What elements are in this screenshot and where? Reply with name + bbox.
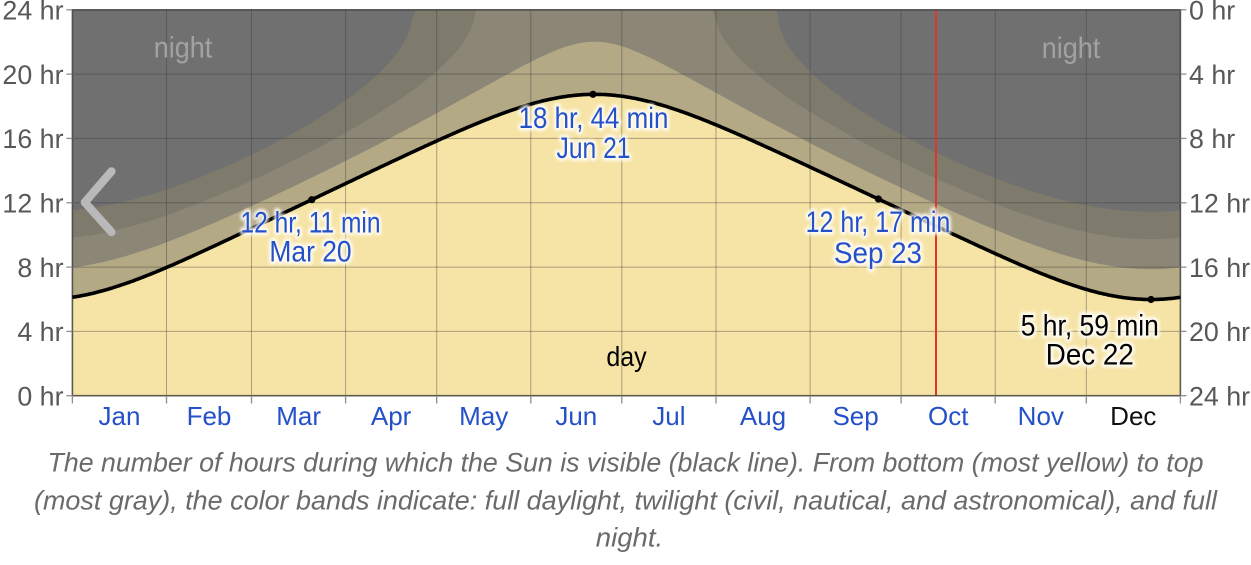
svg-text:16 hr: 16 hr [1189, 253, 1250, 283]
svg-text:(most gray), the color bands i: (most gray), the color bands indicate: f… [34, 486, 1218, 516]
svg-text:Feb: Feb [187, 401, 232, 431]
svg-text:day: day [606, 341, 647, 372]
svg-text:12 hr, 17 min: 12 hr, 17 min [806, 206, 951, 239]
svg-text:Jan: Jan [99, 401, 141, 431]
svg-text:Mar 20: Mar 20 [269, 235, 351, 268]
svg-text:Mar: Mar [276, 401, 321, 431]
svg-text:0 hr: 0 hr [17, 381, 63, 411]
svg-text:Sep: Sep [832, 401, 878, 431]
svg-text:May: May [459, 401, 508, 431]
svg-text:18 hr, 44 min: 18 hr, 44 min [519, 102, 669, 135]
svg-text:12 hr: 12 hr [2, 188, 63, 218]
svg-text:24 hr: 24 hr [2, 0, 63, 26]
svg-text:4 hr: 4 hr [1189, 60, 1235, 90]
svg-text:5 hr, 59 min: 5 hr, 59 min [1021, 310, 1159, 343]
svg-text:night: night [1042, 32, 1101, 65]
svg-text:Mar 20: Mar 20 [269, 235, 351, 268]
svg-text:20 hr: 20 hr [2, 60, 63, 90]
svg-text:Dec 22: Dec 22 [1046, 339, 1134, 372]
svg-text:12 hr, 11 min: 12 hr, 11 min [241, 207, 381, 240]
svg-text:8 hr: 8 hr [17, 253, 63, 283]
svg-text:Aug: Aug [740, 401, 786, 431]
svg-text:4 hr: 4 hr [17, 317, 63, 347]
svg-text:16 hr: 16 hr [2, 124, 63, 154]
svg-text:Jun: Jun [555, 401, 597, 431]
svg-text:night: night [154, 31, 213, 64]
svg-text:20 hr: 20 hr [1189, 317, 1250, 347]
svg-text:Dec: Dec [1110, 401, 1156, 431]
svg-text:8 hr: 8 hr [1189, 124, 1235, 154]
svg-text:The number of hours during whi: The number of hours during which the Sun… [48, 448, 1204, 478]
svg-text:12 hr, 17 min: 12 hr, 17 min [806, 206, 951, 239]
svg-text:5 hr, 59 min: 5 hr, 59 min [1021, 310, 1159, 343]
svg-text:Jun 21: Jun 21 [557, 132, 631, 165]
svg-text:Jul: Jul [652, 401, 685, 431]
svg-text:Dec 22: Dec 22 [1046, 339, 1134, 372]
svg-text:Apr: Apr [371, 401, 412, 431]
svg-text:Oct: Oct [928, 401, 969, 431]
svg-text:Nov: Nov [1018, 401, 1064, 431]
svg-text:12 hr: 12 hr [1189, 188, 1250, 218]
svg-text:0 hr: 0 hr [1189, 0, 1235, 26]
svg-text:Sep 23: Sep 23 [834, 237, 922, 270]
svg-text:24 hr: 24 hr [1189, 381, 1250, 411]
svg-text:Sep 23: Sep 23 [834, 237, 922, 270]
svg-text:night.: night. [596, 523, 663, 553]
svg-text:Jun 21: Jun 21 [557, 132, 631, 165]
svg-text:12 hr, 11 min: 12 hr, 11 min [241, 207, 381, 240]
svg-text:18 hr, 44 min: 18 hr, 44 min [519, 102, 669, 135]
